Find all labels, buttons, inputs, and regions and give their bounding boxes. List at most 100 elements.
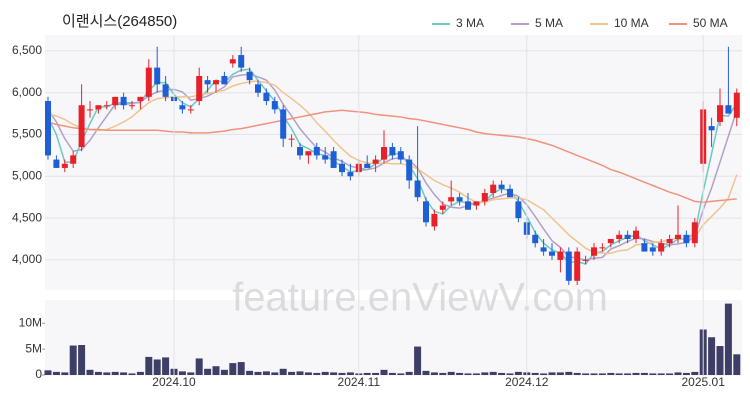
volume-panel — [45, 300, 742, 376]
candle-body — [145, 67, 152, 97]
volume-bar — [447, 371, 455, 375]
candle-body — [271, 101, 278, 110]
volume-bar — [649, 373, 657, 375]
candle-body — [221, 75, 228, 85]
candle-body — [313, 147, 320, 156]
volume-bar — [397, 373, 405, 375]
y-tick-label: 6,500 — [12, 43, 42, 57]
candle-body — [255, 84, 261, 93]
candle-body — [246, 71, 253, 81]
candle-body — [515, 201, 522, 219]
candle-body — [179, 105, 186, 110]
candle-body — [607, 239, 614, 244]
x-tick-label: 2024.12 — [505, 375, 549, 389]
candle-body — [683, 234, 690, 244]
volume-bar — [120, 372, 128, 375]
volume-bar — [262, 371, 270, 375]
y-tick-label: 5,000 — [12, 168, 42, 182]
candle-body — [465, 201, 471, 210]
ma-line — [47, 80, 738, 254]
volume-bar — [388, 372, 396, 375]
candle-body — [624, 234, 631, 239]
volume-bar — [640, 372, 648, 375]
candle-body — [549, 251, 555, 256]
candle-body — [532, 234, 539, 244]
y-tick-label: 5,500 — [12, 127, 42, 141]
candle-body — [473, 201, 480, 206]
candle-body — [322, 155, 329, 160]
y-tick-label: 4,000 — [12, 252, 42, 266]
candle-body — [456, 197, 463, 202]
volume-bar — [615, 373, 623, 375]
volume-bar — [464, 373, 472, 375]
candle-body — [675, 234, 681, 239]
volume-bar — [304, 372, 312, 375]
candle-body — [490, 184, 497, 194]
volume-bar — [44, 370, 52, 375]
volume-bar — [187, 372, 195, 375]
candle-body — [137, 96, 144, 102]
volume-bar — [666, 373, 674, 375]
volume-bar — [313, 372, 321, 375]
y-tick-label: 10M — [19, 315, 42, 329]
candle-body — [112, 96, 119, 106]
candle-body — [103, 105, 110, 107]
candle-body — [196, 75, 203, 102]
volume-bar — [271, 372, 279, 375]
volume-bar — [212, 366, 220, 375]
volume-bar — [548, 372, 556, 375]
candle-body — [288, 138, 295, 140]
watermark: feature.enViewV.com — [232, 276, 608, 320]
volume-bar — [145, 356, 153, 375]
y-tick-label: 6,000 — [12, 85, 42, 99]
volume-bar — [52, 371, 60, 375]
volume-bar — [237, 362, 245, 375]
candle-body — [540, 247, 547, 252]
volume-bar — [481, 372, 489, 375]
candle-body — [658, 243, 665, 252]
candle-body — [725, 105, 732, 114]
volume-bar — [380, 369, 388, 375]
volume-bar — [582, 373, 590, 375]
x-tick-label: 2024.11 — [338, 375, 381, 389]
legend-label: 3 MA — [456, 16, 484, 30]
volume-bar — [153, 359, 161, 375]
candle-body — [498, 184, 505, 189]
candle-body — [53, 159, 60, 168]
candle-body — [187, 109, 194, 111]
volume-bar — [162, 357, 170, 375]
volume-bar — [632, 372, 640, 375]
candle-body — [263, 92, 270, 102]
x-tick-label: 2025.01 — [682, 375, 726, 389]
candle-body — [574, 251, 581, 281]
volume-bar — [624, 373, 632, 375]
candle-body — [641, 243, 648, 252]
candle-body — [439, 205, 446, 210]
candle-body — [717, 105, 723, 122]
volume-bar — [573, 372, 581, 375]
candle-body — [297, 147, 303, 156]
chart-title: 이랜시스(264850) — [62, 13, 177, 30]
volume-bar — [531, 372, 539, 375]
volume-bar — [78, 345, 86, 375]
volume-bar — [489, 371, 497, 375]
candle-body — [389, 147, 396, 156]
volume-bar — [674, 372, 682, 375]
volume-bar — [724, 303, 732, 375]
volume-bar — [372, 372, 380, 375]
volume-bar — [128, 373, 136, 375]
volume-bar — [346, 372, 354, 375]
volume-bar — [607, 372, 615, 375]
candle-body — [448, 197, 455, 202]
legend-label: 10 MA — [614, 16, 649, 30]
candle-body — [733, 92, 740, 118]
volume-bar — [565, 371, 573, 375]
volume-bar — [598, 373, 606, 375]
candle-body — [481, 193, 488, 202]
candle-body — [154, 67, 161, 85]
volume-bar — [94, 371, 102, 375]
volume-bar — [733, 354, 741, 375]
volume-bar — [716, 346, 724, 375]
candle-body — [582, 259, 589, 261]
